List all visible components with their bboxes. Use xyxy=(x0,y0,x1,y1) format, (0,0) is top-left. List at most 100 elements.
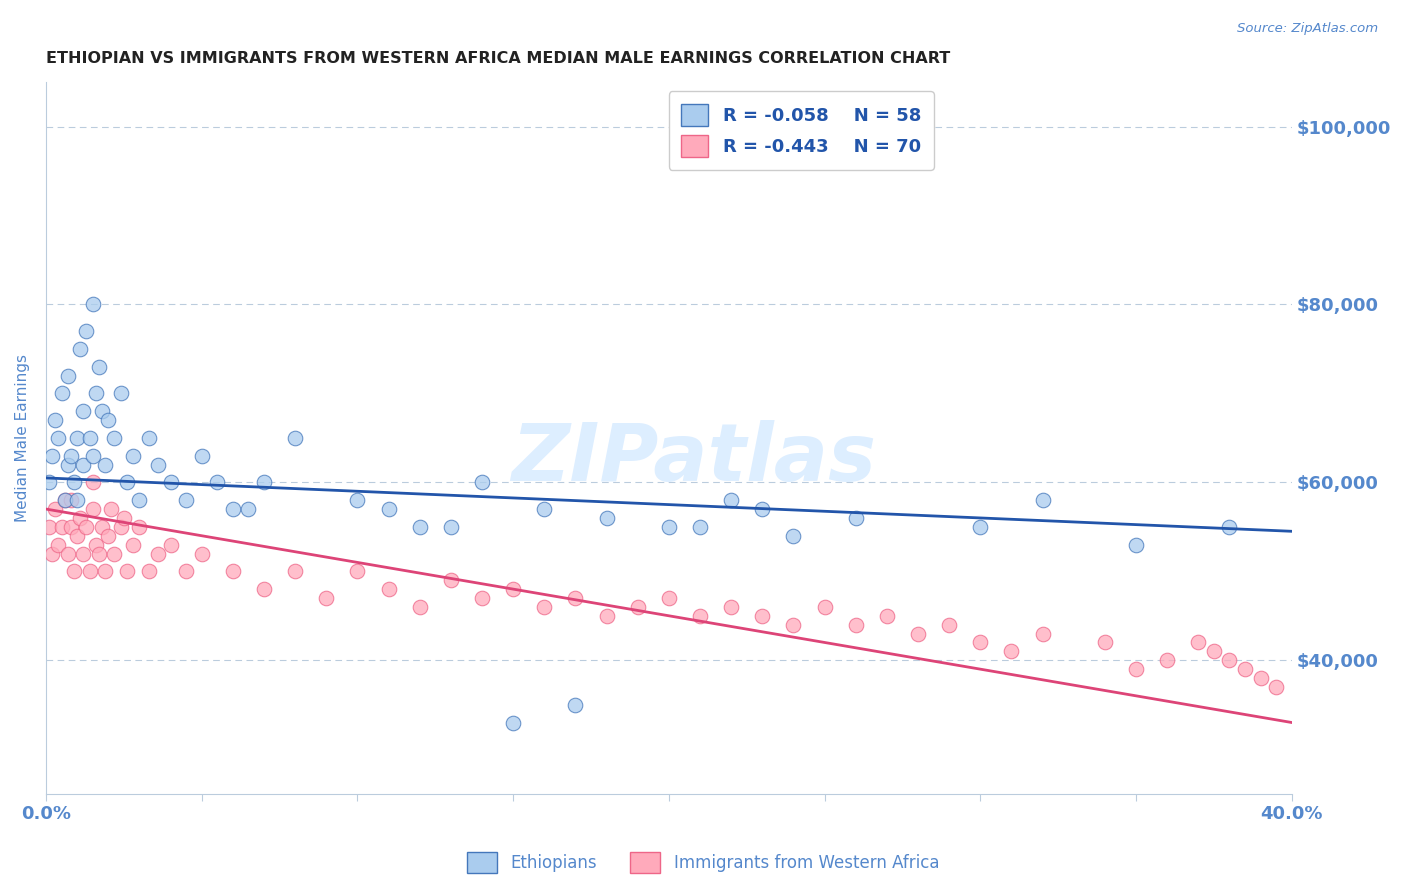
Point xyxy=(91,404,114,418)
Point xyxy=(97,413,120,427)
Point xyxy=(222,564,245,578)
Point xyxy=(564,698,586,712)
Point xyxy=(138,564,160,578)
Point xyxy=(238,502,260,516)
Point xyxy=(103,547,125,561)
Point xyxy=(938,617,960,632)
Point xyxy=(59,520,82,534)
Point xyxy=(44,413,66,427)
Point xyxy=(79,431,101,445)
Point xyxy=(72,547,94,561)
Point xyxy=(1234,662,1257,676)
Point xyxy=(41,547,63,561)
Point xyxy=(51,386,73,401)
Point xyxy=(689,608,711,623)
Point xyxy=(174,564,197,578)
Point xyxy=(41,449,63,463)
Point xyxy=(845,511,868,525)
Point xyxy=(100,502,122,516)
Point xyxy=(720,493,742,508)
Point xyxy=(253,582,276,596)
Point xyxy=(207,475,229,490)
Point xyxy=(91,520,114,534)
Point xyxy=(122,538,145,552)
Point xyxy=(564,591,586,605)
Point xyxy=(56,458,79,472)
Point xyxy=(75,324,97,338)
Point xyxy=(471,475,494,490)
Point xyxy=(907,626,929,640)
Point xyxy=(1125,538,1147,552)
Point xyxy=(969,520,991,534)
Point xyxy=(82,449,104,463)
Point xyxy=(876,608,898,623)
Point xyxy=(1218,653,1240,667)
Point xyxy=(409,520,432,534)
Point xyxy=(82,502,104,516)
Legend: Ethiopians, Immigrants from Western Africa: Ethiopians, Immigrants from Western Afri… xyxy=(460,846,946,880)
Legend: R = -0.058    N = 58, R = -0.443    N = 70: R = -0.058 N = 58, R = -0.443 N = 70 xyxy=(669,91,934,169)
Point xyxy=(1094,635,1116,649)
Point xyxy=(122,449,145,463)
Point xyxy=(146,547,169,561)
Point xyxy=(440,520,463,534)
Point xyxy=(38,520,60,534)
Point xyxy=(409,599,432,614)
Point xyxy=(56,368,79,383)
Point xyxy=(1218,520,1240,534)
Point xyxy=(502,715,524,730)
Point xyxy=(38,475,60,490)
Text: ZIPatlas: ZIPatlas xyxy=(512,420,876,499)
Point xyxy=(315,591,337,605)
Point xyxy=(346,564,368,578)
Point xyxy=(782,529,804,543)
Point xyxy=(69,511,91,525)
Point xyxy=(128,520,150,534)
Point xyxy=(53,493,76,508)
Point xyxy=(72,458,94,472)
Point xyxy=(115,475,138,490)
Point xyxy=(63,564,86,578)
Point xyxy=(658,591,681,605)
Point xyxy=(440,573,463,587)
Point xyxy=(1187,635,1209,649)
Point xyxy=(1202,644,1225,658)
Point xyxy=(658,520,681,534)
Point xyxy=(1000,644,1022,658)
Point xyxy=(502,582,524,596)
Point xyxy=(969,635,991,649)
Text: ETHIOPIAN VS IMMIGRANTS FROM WESTERN AFRICA MEDIAN MALE EARNINGS CORRELATION CHA: ETHIOPIAN VS IMMIGRANTS FROM WESTERN AFR… xyxy=(46,51,950,66)
Point xyxy=(84,386,107,401)
Point xyxy=(1032,626,1054,640)
Point xyxy=(79,564,101,578)
Point xyxy=(146,458,169,472)
Point xyxy=(782,617,804,632)
Point xyxy=(1156,653,1178,667)
Point xyxy=(159,475,181,490)
Y-axis label: Median Male Earnings: Median Male Earnings xyxy=(15,354,30,522)
Point xyxy=(595,608,617,623)
Point xyxy=(110,520,132,534)
Point xyxy=(94,564,117,578)
Point xyxy=(346,493,368,508)
Text: Source: ZipAtlas.com: Source: ZipAtlas.com xyxy=(1237,22,1378,36)
Point xyxy=(44,502,66,516)
Point xyxy=(128,493,150,508)
Point xyxy=(720,599,742,614)
Point xyxy=(56,547,79,561)
Point xyxy=(751,502,773,516)
Point xyxy=(59,449,82,463)
Point xyxy=(471,591,494,605)
Point xyxy=(377,582,399,596)
Point xyxy=(159,538,181,552)
Point xyxy=(66,431,89,445)
Point xyxy=(190,449,212,463)
Point xyxy=(69,342,91,356)
Point xyxy=(533,502,555,516)
Point xyxy=(59,493,82,508)
Point xyxy=(110,386,132,401)
Point xyxy=(97,529,120,543)
Point xyxy=(689,520,711,534)
Point xyxy=(1125,662,1147,676)
Point xyxy=(377,502,399,516)
